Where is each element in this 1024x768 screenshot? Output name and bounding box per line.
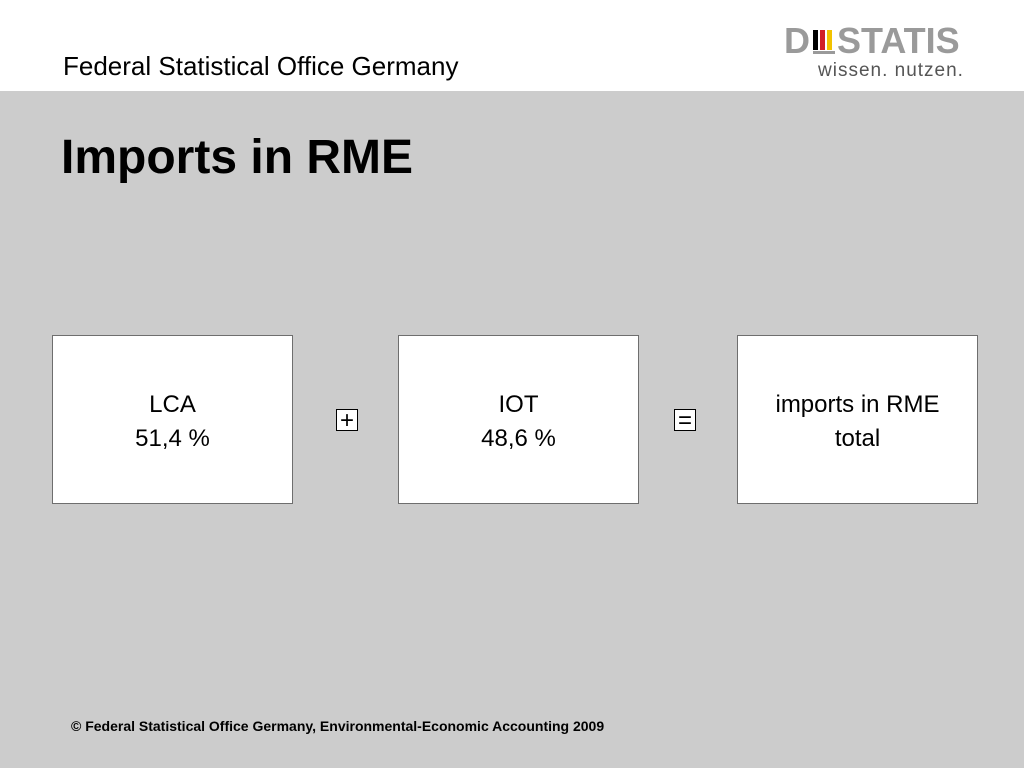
organization-name: Federal Statistical Office Germany	[63, 51, 459, 81]
header: Federal Statistical Office Germany D STA…	[0, 0, 1024, 91]
logo-bar-red	[820, 30, 825, 50]
equals-operator: =	[674, 409, 696, 431]
iot-box: IOT 48,6 %	[398, 335, 639, 504]
lca-value: 51,4 %	[135, 425, 210, 452]
iot-label: IOT	[498, 391, 539, 418]
destatis-logo-graphic: D STATIS wissen. nutzen.	[784, 22, 964, 81]
logo-tagline: wissen. nutzen.	[817, 60, 964, 81]
total-imports-label: imports in RME	[775, 391, 940, 418]
lca-label: LCA	[149, 391, 196, 418]
logo-wordmark-right: STATIS	[837, 22, 960, 61]
logo-wordmark-left: D	[784, 22, 810, 61]
iot-value: 48,6 %	[481, 425, 556, 452]
lca-box: LCA 51,4 %	[52, 335, 293, 504]
destatis-logo: D STATIS wissen. nutzen.	[784, 22, 990, 82]
total-imports-value: total	[834, 425, 881, 452]
logo-bar-black	[813, 30, 818, 50]
total-imports-box: imports in RME total	[737, 335, 978, 504]
footer-copyright: © Federal Statistical Office Germany, En…	[71, 718, 605, 734]
slide-title: Imports in RME	[61, 131, 414, 184]
plus-operator: +	[336, 409, 358, 431]
logo-underline	[813, 51, 835, 54]
logo-bar-gold	[827, 30, 832, 50]
